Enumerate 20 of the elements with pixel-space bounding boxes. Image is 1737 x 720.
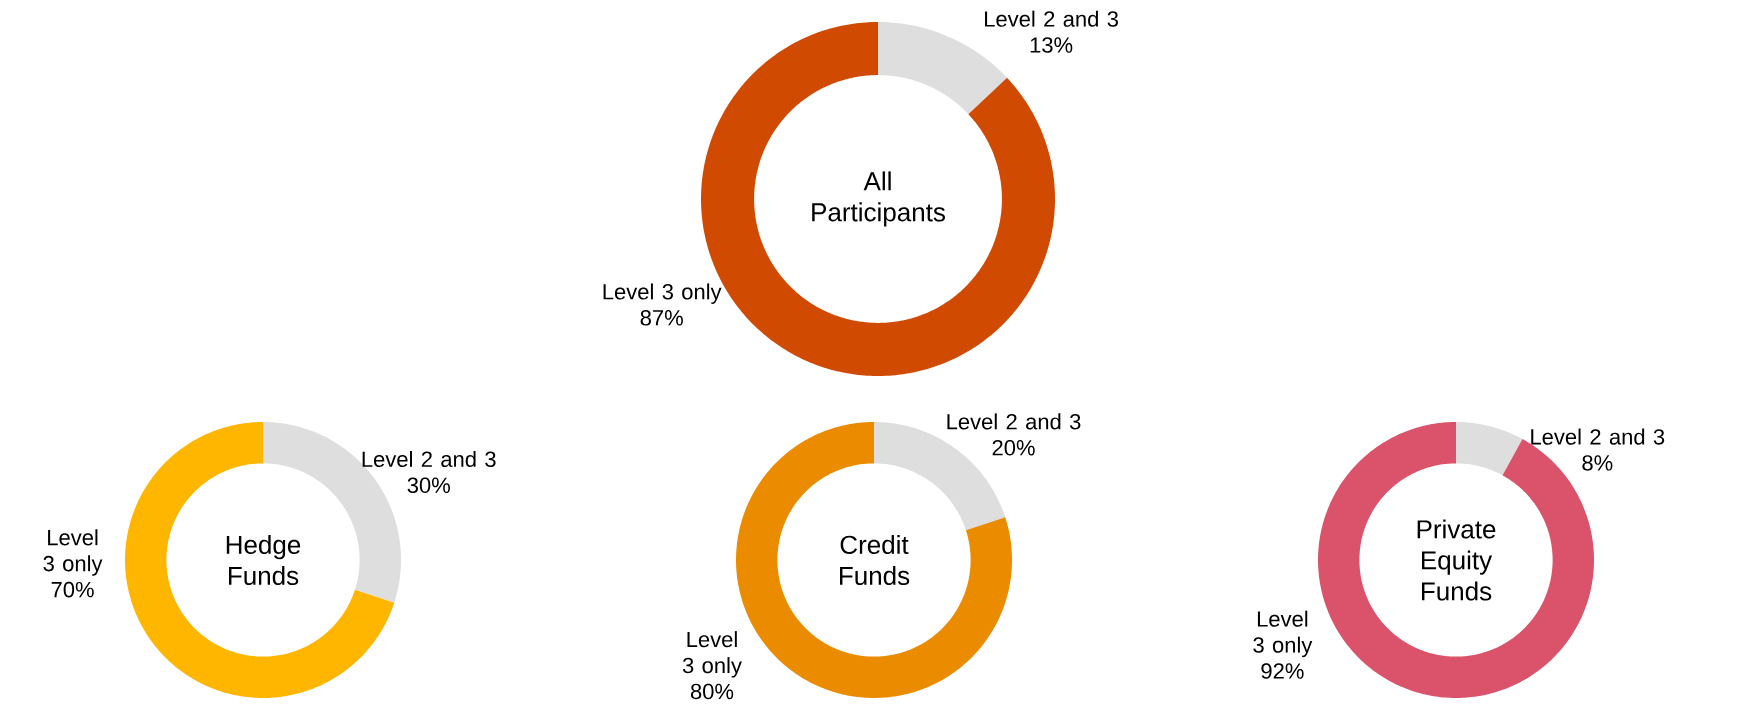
data-label: 13% <box>1030 37 1073 53</box>
slice-label: Level 2 and 3 <box>362 450 496 468</box>
data-label: 20% <box>992 439 1035 456</box>
slice-label: Level 2 and 3 <box>1531 428 1665 445</box>
data-label: 30% <box>407 477 450 494</box>
data-label: 92% <box>1261 663 1304 679</box>
data-label: 80% <box>690 683 734 700</box>
data-label: 87% <box>640 310 683 326</box>
slice-label: Level 3 only <box>1253 610 1313 658</box>
text: All Participants <box>812 171 945 227</box>
slice-label: Level 2 and 3 <box>947 413 1081 430</box>
data-label: 8% <box>1582 455 1613 471</box>
slice-label: Level 3 only <box>603 283 722 304</box>
slice-label: Level 3 only <box>682 631 742 678</box>
slice-label: Level 2 and 3 <box>985 10 1118 27</box>
data-label: 70% <box>51 581 94 598</box>
text: Credit Funds <box>840 534 910 586</box>
text: Hedge Funds <box>226 534 301 586</box>
slice-label: Level 3 only <box>43 529 103 576</box>
text: Private Equity Funds <box>1417 519 1496 601</box>
